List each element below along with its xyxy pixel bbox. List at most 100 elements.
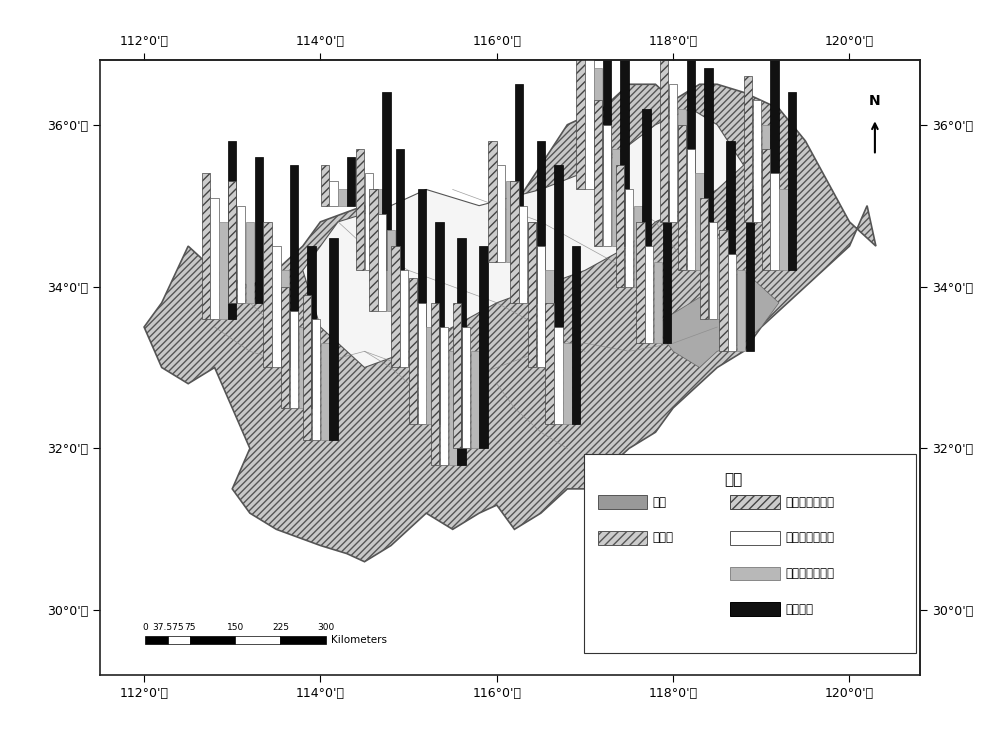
Bar <box>246 222 254 303</box>
Bar <box>695 173 704 271</box>
Text: 地下水位: 地下水位 <box>785 603 813 616</box>
Bar <box>572 246 580 424</box>
Bar <box>237 206 245 303</box>
Bar <box>669 84 677 222</box>
Bar <box>382 92 391 271</box>
Bar <box>737 271 745 351</box>
Bar <box>418 303 426 424</box>
Bar <box>228 182 236 303</box>
Bar <box>554 165 563 368</box>
Bar <box>409 286 417 368</box>
Bar <box>453 303 461 448</box>
Bar <box>290 310 298 408</box>
Bar <box>788 92 796 271</box>
Bar <box>418 190 426 368</box>
FancyBboxPatch shape <box>730 602 780 616</box>
Bar <box>642 109 651 286</box>
Bar <box>616 165 624 286</box>
Bar <box>378 214 386 310</box>
Bar <box>634 206 642 286</box>
FancyBboxPatch shape <box>168 636 190 644</box>
Bar <box>603 124 611 246</box>
Bar <box>391 246 400 368</box>
Bar <box>770 20 779 222</box>
Bar <box>636 222 645 344</box>
FancyBboxPatch shape <box>730 567 780 580</box>
Text: 平水期地表水位: 平水期地表水位 <box>785 531 834 544</box>
Bar <box>426 327 435 424</box>
Bar <box>356 149 364 271</box>
Bar <box>545 271 554 368</box>
Bar <box>519 206 527 303</box>
Bar <box>528 222 536 303</box>
Text: 图例: 图例 <box>725 472 743 487</box>
FancyBboxPatch shape <box>730 496 780 509</box>
Bar <box>321 344 329 440</box>
Bar <box>462 327 470 448</box>
Bar <box>719 230 728 351</box>
Bar <box>726 141 735 319</box>
Bar <box>700 197 708 319</box>
Text: 37.575: 37.575 <box>152 623 183 632</box>
Bar <box>515 84 523 262</box>
Bar <box>202 173 210 319</box>
Polygon shape <box>144 84 876 562</box>
Bar <box>594 100 602 246</box>
Bar <box>554 327 563 424</box>
Text: 0: 0 <box>142 623 148 632</box>
Bar <box>762 124 770 222</box>
Bar <box>545 303 554 424</box>
Bar <box>506 182 514 262</box>
Text: 丰水期地表水位: 丰水期地表水位 <box>785 567 834 580</box>
Bar <box>210 197 219 319</box>
Bar <box>620 44 629 246</box>
Bar <box>744 76 752 222</box>
Bar <box>449 351 457 464</box>
Bar <box>307 246 316 408</box>
Bar <box>717 238 726 319</box>
Bar <box>537 246 545 368</box>
Bar <box>299 327 307 408</box>
Bar <box>625 190 633 286</box>
Bar <box>281 271 289 368</box>
Text: 225: 225 <box>272 623 289 632</box>
Bar <box>770 173 779 271</box>
Bar <box>365 173 373 271</box>
Bar <box>281 286 289 408</box>
Bar <box>303 295 311 440</box>
Bar <box>746 190 754 351</box>
Bar <box>219 222 228 319</box>
FancyBboxPatch shape <box>235 636 280 644</box>
Bar <box>654 262 662 344</box>
FancyBboxPatch shape <box>598 531 647 544</box>
Bar <box>612 149 620 246</box>
Bar <box>563 344 572 424</box>
Bar <box>537 141 545 303</box>
Bar <box>263 222 272 368</box>
Bar <box>431 303 439 464</box>
Bar <box>347 157 355 206</box>
Bar <box>471 351 479 448</box>
Bar <box>329 238 338 440</box>
Polygon shape <box>655 271 779 368</box>
Bar <box>440 327 448 464</box>
Text: 枯水期地表水位: 枯水期地表水位 <box>785 496 834 508</box>
Text: 300: 300 <box>317 623 334 632</box>
Bar <box>678 124 686 271</box>
Bar <box>374 190 382 271</box>
Bar <box>479 246 488 448</box>
Bar <box>228 141 236 319</box>
Text: 水域: 水域 <box>653 496 667 508</box>
Bar <box>687 149 695 271</box>
Bar <box>704 68 713 271</box>
Bar <box>663 182 671 344</box>
Bar <box>585 44 594 190</box>
Polygon shape <box>303 109 744 368</box>
FancyBboxPatch shape <box>598 496 647 509</box>
FancyBboxPatch shape <box>145 636 168 644</box>
Bar <box>272 246 281 368</box>
Bar <box>510 182 519 303</box>
Bar <box>387 230 395 310</box>
Bar <box>396 149 404 310</box>
Bar <box>678 109 686 222</box>
